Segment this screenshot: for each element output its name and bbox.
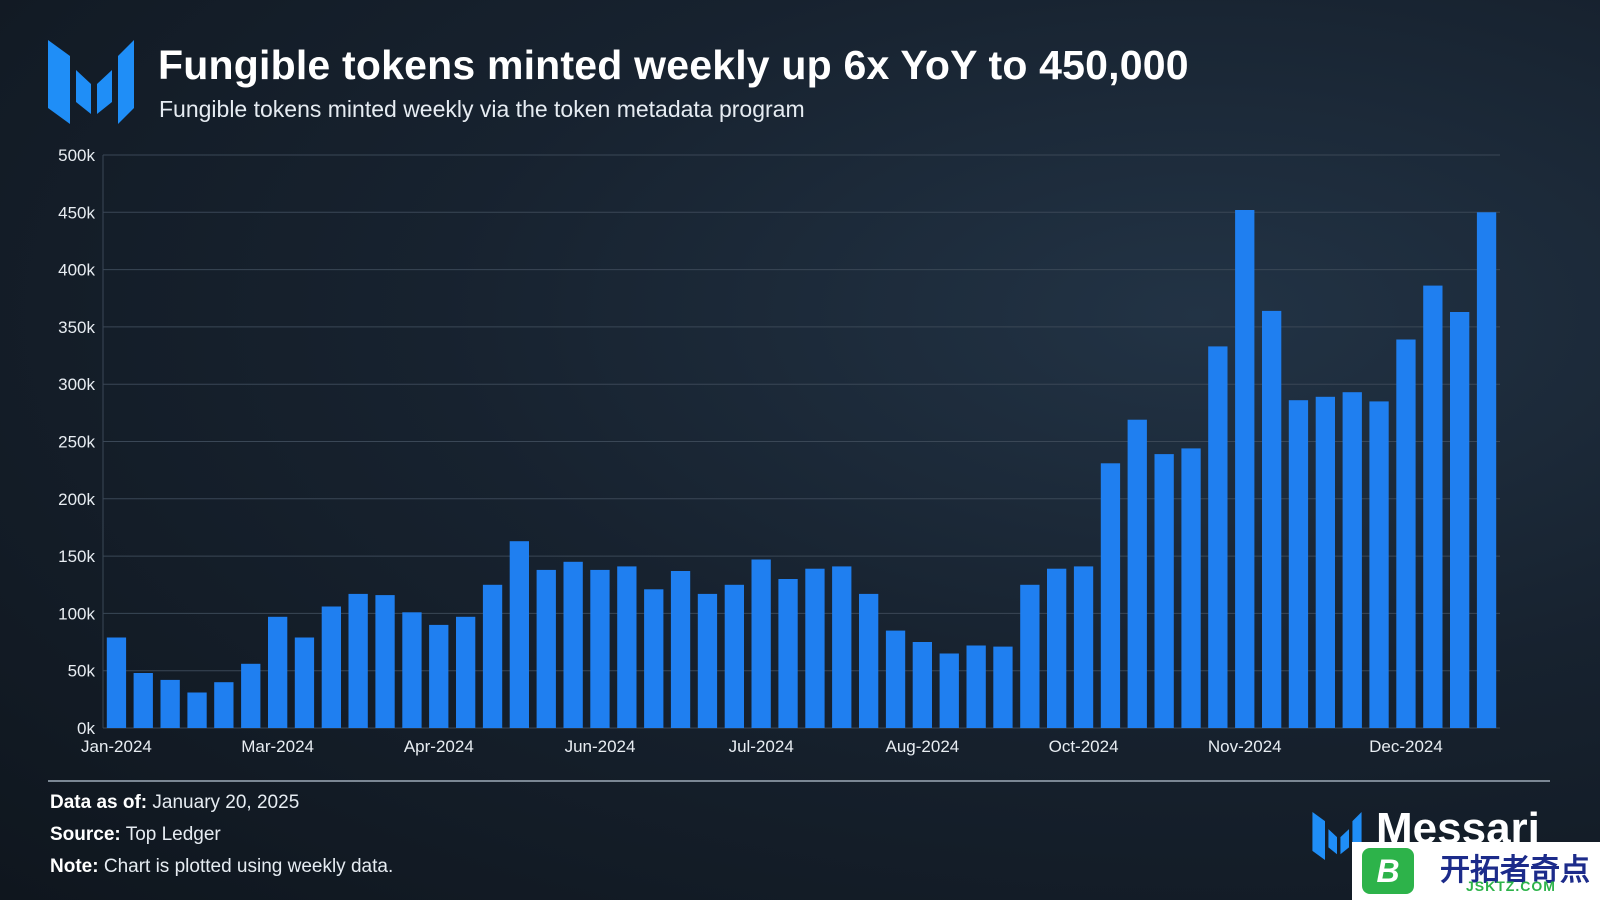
x-tick-label: Oct-2024 [1049, 737, 1119, 756]
y-tick-label: 500k [58, 146, 95, 165]
footer-note: Note: Chart is plotted using weekly data… [50, 856, 393, 878]
bar [1208, 346, 1228, 728]
bar [724, 584, 744, 729]
bar [1235, 210, 1255, 728]
watermark-icon: B [1362, 848, 1414, 894]
bar [321, 606, 341, 728]
bar [268, 616, 288, 728]
y-tick-label: 300k [58, 375, 95, 394]
bar [751, 559, 771, 728]
footer-source: Source: Top Ledger [50, 824, 221, 846]
bar [187, 692, 207, 728]
bar [1450, 312, 1470, 728]
bar [1181, 448, 1201, 728]
x-tick-label: Mar-2024 [241, 737, 314, 756]
page-subtitle: Fungible tokens minted weekly via the to… [159, 96, 805, 122]
bar [563, 561, 583, 728]
bar [1476, 212, 1497, 729]
bar [160, 679, 180, 728]
bar [1100, 463, 1121, 728]
bar [939, 653, 959, 728]
y-tick-label: 150k [58, 547, 95, 566]
x-tick-label: Aug-2024 [886, 737, 960, 756]
bar [536, 569, 556, 728]
bar [859, 593, 879, 728]
y-tick-label: 450k [58, 203, 95, 222]
bar [670, 571, 691, 728]
bar [1342, 392, 1362, 728]
bar [348, 593, 368, 728]
bar [214, 682, 234, 728]
bar [1154, 454, 1174, 728]
bar [885, 630, 906, 728]
bar [1396, 339, 1416, 728]
bar [966, 645, 986, 728]
bar [1315, 396, 1335, 728]
bar [1020, 584, 1040, 729]
page-title: Fungible tokens minted weekly up 6x YoY … [158, 42, 1189, 88]
bar [1288, 400, 1309, 728]
bar [1262, 310, 1282, 728]
bar [294, 637, 315, 728]
bar [832, 566, 852, 728]
bar [912, 642, 932, 728]
y-tick-label: 350k [58, 318, 95, 337]
note-label: Note: [50, 856, 99, 877]
data-as-of-value: January 20, 2025 [152, 792, 300, 813]
y-tick-label: 50k [68, 662, 96, 681]
source-label: Source: [50, 824, 121, 845]
bar [697, 593, 718, 728]
y-tick-label: 400k [58, 261, 95, 280]
bar [241, 663, 261, 728]
bar [375, 595, 395, 728]
bar [1047, 568, 1067, 728]
bar [133, 673, 153, 728]
x-tick-label: Jun-2024 [565, 737, 636, 756]
bar [778, 579, 798, 728]
bar [106, 637, 127, 728]
note-value: Chart is plotted using weekly data. [103, 856, 394, 877]
bar [590, 569, 610, 728]
x-axis-ticks: Jan-2024 Mar-2024 Apr-2024 Jun-2024 Jul-2024… [81, 737, 1443, 756]
x-tick-label: Dec-2024 [1369, 737, 1443, 756]
bar [1073, 566, 1094, 728]
bar-chart: 0k 50k 100k 150k 200k 250k 300k 350k 400k 450k 500… [58, 146, 1500, 756]
bar [993, 646, 1013, 728]
x-tick-label: Jul-2024 [729, 737, 794, 756]
chart-bars [106, 210, 1497, 729]
bar [644, 589, 664, 728]
messari-logo-icon [48, 40, 134, 124]
bar [402, 612, 422, 728]
footer-divider [48, 780, 1550, 782]
x-tick-label: Jan-2024 [81, 737, 152, 756]
y-tick-label: 250k [58, 433, 95, 452]
bar [1423, 285, 1443, 728]
watermark-url: JSKTZ.COM [1466, 878, 1556, 894]
messari-brand-icon [1312, 812, 1362, 860]
bar [1369, 401, 1389, 728]
footer-data-as-of: Data as of: January 20, 2025 [50, 792, 299, 814]
y-tick-label: 100k [58, 604, 95, 623]
bar [456, 616, 476, 728]
watermark-text: 开拓者奇点 [1440, 853, 1590, 888]
bar [1127, 419, 1147, 728]
bar [429, 624, 449, 728]
y-axis-ticks: 0k 50k 100k 150k 200k 250k 300k 350k 400k 450k 500… [58, 146, 95, 738]
x-tick-label: Nov-2024 [1208, 737, 1282, 756]
x-tick-label: Apr-2024 [404, 737, 474, 756]
data-as-of-label: Data as of: [50, 792, 148, 813]
bar [482, 584, 503, 729]
source-value: Top Ledger [125, 824, 221, 845]
y-tick-label: 200k [58, 490, 95, 509]
bar [509, 541, 529, 728]
bar [617, 566, 637, 728]
y-tick-label: 0k [77, 719, 95, 738]
bar [805, 568, 825, 728]
